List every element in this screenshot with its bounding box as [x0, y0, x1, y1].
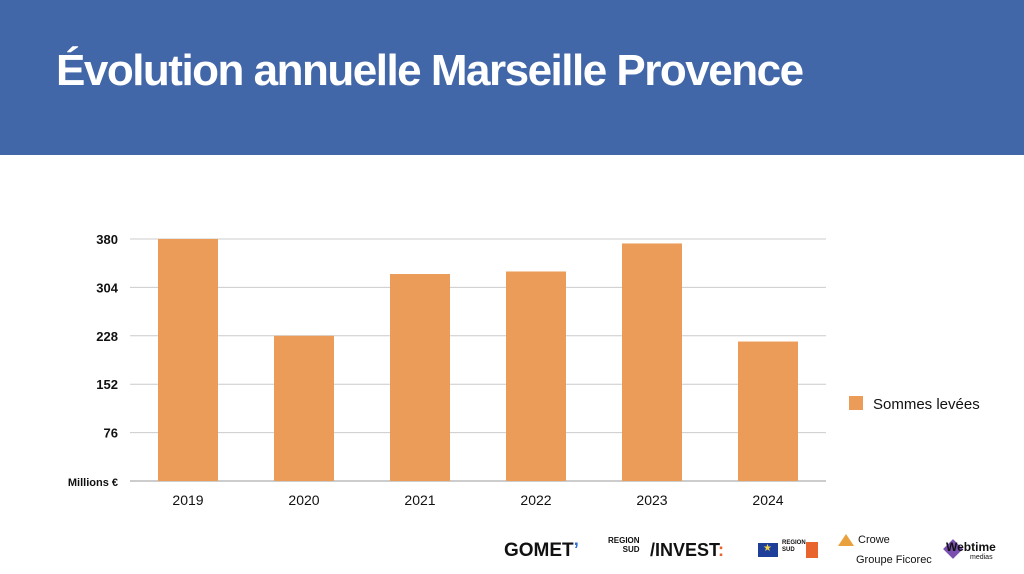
y-tick-label: 76 — [104, 426, 118, 441]
title-banner: Évolution annuelle Marseille Provence — [0, 0, 1024, 155]
crowe-mark-icon — [838, 534, 854, 546]
bar — [158, 239, 218, 481]
y-tick-label: 228 — [96, 329, 118, 344]
gomet-logo: GOMET’ — [504, 540, 579, 561]
legend-label: Sommes levées — [873, 396, 980, 413]
region-sud-logo: REGION SUD — [608, 536, 640, 554]
y-tick-label: 304 — [96, 280, 118, 295]
bar — [738, 341, 798, 481]
legend-swatch — [849, 396, 863, 410]
bar — [506, 271, 566, 481]
crowe-logo: Crowe — [858, 534, 890, 546]
partner-square-icon — [806, 542, 818, 558]
x-tick-label: 2023 — [636, 492, 667, 508]
ficorec-logo: Groupe Ficorec — [856, 554, 932, 566]
bar — [390, 274, 450, 481]
y-tick-label: 152 — [96, 377, 118, 392]
eu-flag-icon — [758, 543, 778, 557]
x-tick-label: 2020 — [288, 492, 319, 508]
y-tick-label: 380 — [96, 232, 118, 247]
x-tick-label: 2019 — [172, 492, 203, 508]
invest-logo: /INVEST: — [650, 540, 725, 560]
webtime-medias-label: medias — [970, 554, 993, 561]
bar — [622, 243, 682, 481]
y-axis-label: Millions € — [68, 477, 118, 489]
webtime-logo: Webtime — [946, 540, 996, 554]
bar — [274, 335, 334, 481]
x-tick-label: 2022 — [520, 492, 551, 508]
x-tick-label: 2024 — [752, 492, 783, 508]
x-tick-label: 2021 — [404, 492, 435, 508]
page-title: Évolution annuelle Marseille Provence — [56, 46, 804, 95]
region-sud-small-logo: REGION SUD — [782, 540, 806, 553]
